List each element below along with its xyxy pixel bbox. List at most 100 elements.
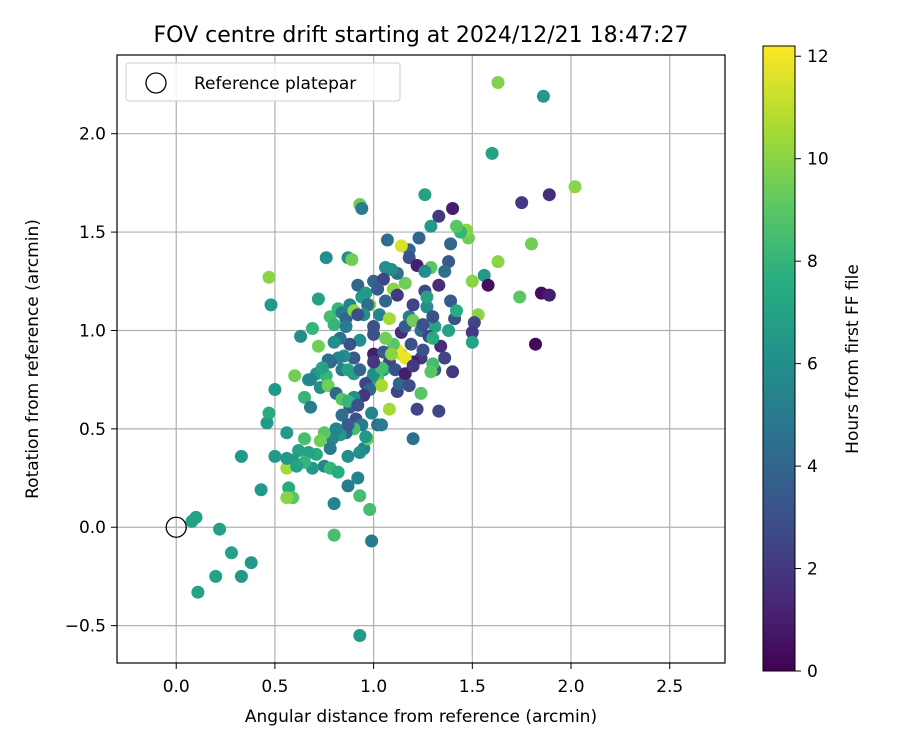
data-point	[294, 329, 308, 343]
data-point	[438, 351, 452, 365]
legend-marker-icon	[145, 72, 167, 94]
legend-label: Reference platepar	[194, 74, 356, 94]
data-point	[353, 489, 367, 503]
data-point	[515, 196, 529, 210]
data-point	[398, 351, 412, 365]
y-axis: −0.5 0.0 0.5 1.0 1.5 2.0	[65, 125, 117, 637]
data-point	[380, 233, 394, 247]
data-point	[302, 446, 315, 459]
data-point	[357, 388, 371, 402]
data-point	[282, 481, 296, 495]
y-tick-label: 1.0	[79, 321, 106, 341]
data-point	[298, 432, 311, 446]
data-point	[536, 89, 550, 103]
data-point	[485, 146, 499, 160]
data-point	[268, 383, 282, 396]
y-tick-label: −0.5	[65, 617, 106, 637]
data-point	[351, 398, 365, 412]
data-point	[384, 347, 398, 361]
legend: Reference platepar	[125, 62, 401, 102]
data-point	[280, 491, 294, 505]
data-point	[465, 325, 479, 339]
data-point	[424, 365, 438, 379]
data-point	[432, 404, 446, 418]
data-point	[355, 202, 369, 215]
data-point	[367, 327, 381, 341]
data-point	[268, 449, 282, 463]
data-point	[363, 503, 377, 516]
data-point	[392, 377, 406, 391]
data-point	[481, 278, 495, 292]
data-point	[406, 314, 420, 328]
x-tick-label: 2.5	[656, 677, 683, 697]
data-point	[406, 298, 420, 312]
data-point	[244, 556, 258, 570]
data-point	[305, 322, 319, 335]
data-point	[262, 270, 276, 284]
data-point	[438, 264, 452, 278]
data-point	[341, 479, 355, 493]
data-point	[365, 406, 379, 420]
data-point	[321, 379, 335, 393]
data-point	[416, 343, 430, 357]
data-point	[304, 400, 317, 414]
data-point	[353, 446, 367, 459]
data-point	[351, 278, 365, 292]
data-point	[315, 361, 329, 375]
data-point	[351, 308, 365, 322]
data-point	[529, 337, 542, 351]
data-point	[465, 335, 479, 349]
colorbar-tick-label: 4	[807, 457, 818, 477]
data-point	[434, 339, 448, 353]
data-point	[313, 434, 327, 448]
x-tick-label: 1.0	[360, 677, 387, 697]
data-point	[384, 263, 398, 276]
data-point	[280, 451, 294, 465]
data-point	[375, 418, 388, 432]
data-point	[375, 379, 388, 393]
data-point	[404, 337, 418, 351]
colorbar-tick-label: 12	[807, 47, 829, 67]
data-point	[432, 278, 446, 292]
data-point	[359, 286, 373, 300]
data-point	[420, 290, 434, 304]
y-tick-label: 1.5	[79, 223, 106, 243]
data-point	[446, 202, 460, 215]
data-point	[477, 268, 491, 282]
data-point	[542, 188, 556, 202]
data-point	[290, 459, 304, 473]
data-point	[234, 449, 248, 463]
data-point	[329, 422, 343, 436]
data-point	[379, 294, 392, 308]
data-point	[343, 337, 357, 351]
data-point	[568, 180, 582, 194]
data-point	[418, 188, 432, 202]
data-point	[373, 308, 386, 322]
data-point	[525, 237, 538, 251]
y-tick-label: 2.0	[79, 125, 106, 145]
data-point	[428, 320, 442, 333]
data-point	[341, 394, 355, 408]
data-point	[365, 534, 379, 548]
data-point	[361, 298, 375, 312]
data-point	[353, 629, 367, 642]
data-point	[382, 312, 396, 326]
x-axis: 0.0 0.5 1.0 1.5 2.0 2.5	[163, 663, 683, 697]
data-point	[264, 298, 278, 312]
data-point	[388, 363, 402, 377]
data-point	[260, 416, 274, 430]
x-tick-label: 2.0	[558, 677, 585, 697]
colorbar-tick-label: 0	[807, 662, 818, 682]
data-point	[327, 528, 341, 542]
x-tick-label: 1.5	[459, 677, 486, 697]
data-point	[382, 402, 396, 416]
data-point	[280, 461, 294, 475]
data-point	[341, 449, 355, 463]
data-point	[341, 418, 355, 432]
data-point	[345, 253, 359, 267]
data-point	[402, 379, 416, 393]
data-point	[442, 255, 456, 269]
data-point	[416, 318, 430, 332]
x-tick-label: 0.5	[261, 677, 288, 697]
data-point	[288, 369, 302, 383]
